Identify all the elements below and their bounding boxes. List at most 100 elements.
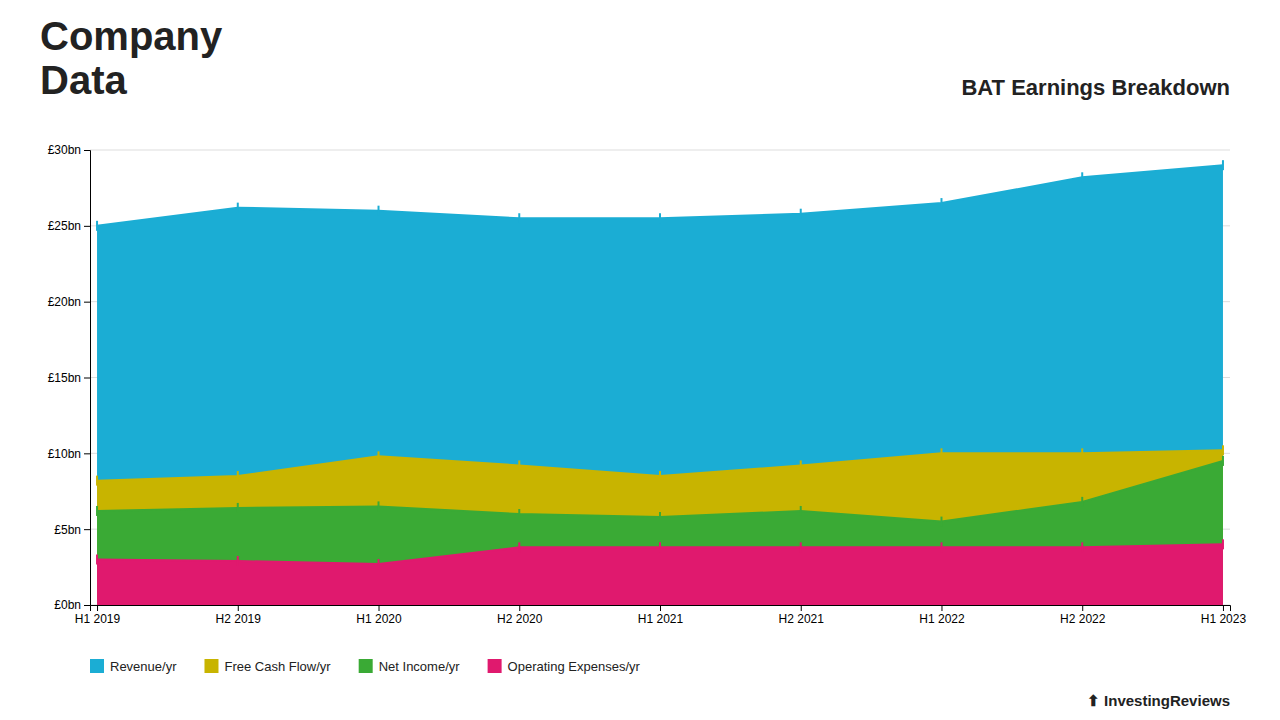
marker — [1222, 539, 1224, 549]
marker — [378, 559, 380, 569]
marker — [378, 206, 380, 216]
marker — [96, 476, 98, 486]
marker — [940, 198, 942, 208]
title: CompanyData — [40, 14, 223, 102]
markers — [97, 445, 1223, 485]
marker — [518, 542, 520, 552]
marker — [940, 448, 942, 458]
y-tick-label: £30bn — [48, 143, 81, 157]
x-tick-label: H1 2019 — [75, 612, 121, 626]
marker — [518, 460, 520, 470]
marker — [800, 542, 802, 552]
line — [97, 450, 1223, 480]
legend-item: Revenue/yr — [90, 659, 177, 674]
x-tick-mark — [519, 605, 520, 611]
x-tick-label: H1 2022 — [919, 612, 965, 626]
marker — [1222, 456, 1224, 466]
title-line: Company — [40, 14, 223, 58]
x-tick-mark — [941, 605, 942, 611]
marks — [97, 160, 1223, 605]
y-tick-mark — [84, 529, 90, 530]
subtitle: BAT Earnings Breakdown — [961, 75, 1230, 100]
y-axis-line — [84, 151, 91, 606]
legend: Revenue/yr Free Cash Flow/yr Net Income/yr… — [90, 659, 641, 674]
marker — [518, 509, 520, 519]
y-tick-label: £0bn — [54, 598, 81, 612]
legend-label: Free Cash Flow/yr — [224, 659, 331, 674]
x-tick-label: H2 2019 — [216, 612, 262, 626]
marker — [1222, 160, 1224, 170]
y-tick-label: £5bn — [54, 523, 81, 537]
y-tick-mark — [84, 302, 90, 303]
y-tick-mark — [84, 605, 90, 606]
x-tick-mark — [379, 605, 380, 611]
marker — [1081, 172, 1083, 182]
markers — [97, 539, 1223, 569]
x-tick: H1 2020 — [356, 605, 402, 626]
marker — [96, 506, 98, 516]
x-tick-mark — [97, 605, 98, 611]
legend-label: Revenue/yr — [110, 659, 177, 674]
marker — [800, 209, 802, 219]
y-tick-label: £10bn — [48, 447, 81, 461]
line — [97, 165, 1223, 226]
legend-label: Net Income/yr — [379, 659, 461, 674]
y-axis: £0bn £5bn £10bn £15bn £20bn £25bn £30bn — [48, 143, 91, 612]
marker — [237, 503, 239, 513]
area — [97, 450, 1223, 605]
x-tick-label: H1 2021 — [638, 612, 684, 626]
marker — [237, 471, 239, 481]
marker — [237, 203, 239, 213]
x-tick: H1 2022 — [919, 605, 965, 626]
y-tick-mark — [84, 226, 90, 227]
marker — [96, 555, 98, 565]
y-tick: £25bn — [48, 219, 90, 233]
y-tick-label: £25bn — [48, 219, 81, 233]
y-tick-label: £20bn — [48, 295, 81, 309]
legend-swatch — [359, 659, 373, 673]
x-tick-mark — [238, 605, 239, 611]
x-tick: H1 2019 — [75, 605, 121, 626]
y-tick-mark — [84, 453, 90, 454]
marker — [659, 213, 661, 223]
x-tick: H2 2021 — [779, 605, 825, 626]
x-axis-line — [91, 606, 1231, 612]
x-tick-mark — [801, 605, 802, 611]
legend-swatch — [488, 659, 502, 673]
markers — [97, 456, 1223, 527]
y-tick-label: £15bn — [48, 371, 81, 385]
area — [97, 544, 1223, 605]
marker — [237, 556, 239, 566]
x-tick-label: H2 2020 — [497, 612, 543, 626]
x-tick-mark — [1082, 605, 1083, 611]
legend-item: Net Income/yr — [359, 659, 461, 674]
marker — [659, 471, 661, 481]
chart: CompanyData BAT Earnings Breakdown H1 2019… — [0, 0, 1280, 720]
marker — [1081, 448, 1083, 458]
x-tick-label: H1 2020 — [356, 612, 402, 626]
y-tick: £30bn — [48, 143, 90, 157]
x-axis: H1 2019 H2 2019 H1 2020 H2 2020 H1 2021 H2 20… — [75, 605, 1247, 626]
area — [97, 461, 1223, 605]
marker — [659, 542, 661, 552]
x-tick-label: H1 2023 — [1201, 612, 1247, 626]
marker — [518, 213, 520, 223]
marker — [1222, 445, 1224, 455]
legend-item: Operating Expenses/yr — [488, 659, 641, 674]
x-tick-mark — [1223, 605, 1224, 611]
marker — [659, 512, 661, 522]
annotation: ⬆ InvestingReviews — [1087, 692, 1230, 709]
grid-line — [90, 150, 1230, 151]
x-tick-label: H2 2022 — [1060, 612, 1106, 626]
marker — [940, 542, 942, 552]
y-tick-mark — [84, 150, 90, 151]
x-tick-label: H2 2021 — [779, 612, 825, 626]
marker — [378, 501, 380, 511]
y-tick: £20bn — [48, 295, 90, 309]
legend-swatch — [204, 659, 218, 673]
marker — [940, 517, 942, 527]
line — [97, 461, 1223, 522]
marker — [1081, 542, 1083, 552]
area — [97, 165, 1223, 605]
markers — [97, 160, 1223, 231]
